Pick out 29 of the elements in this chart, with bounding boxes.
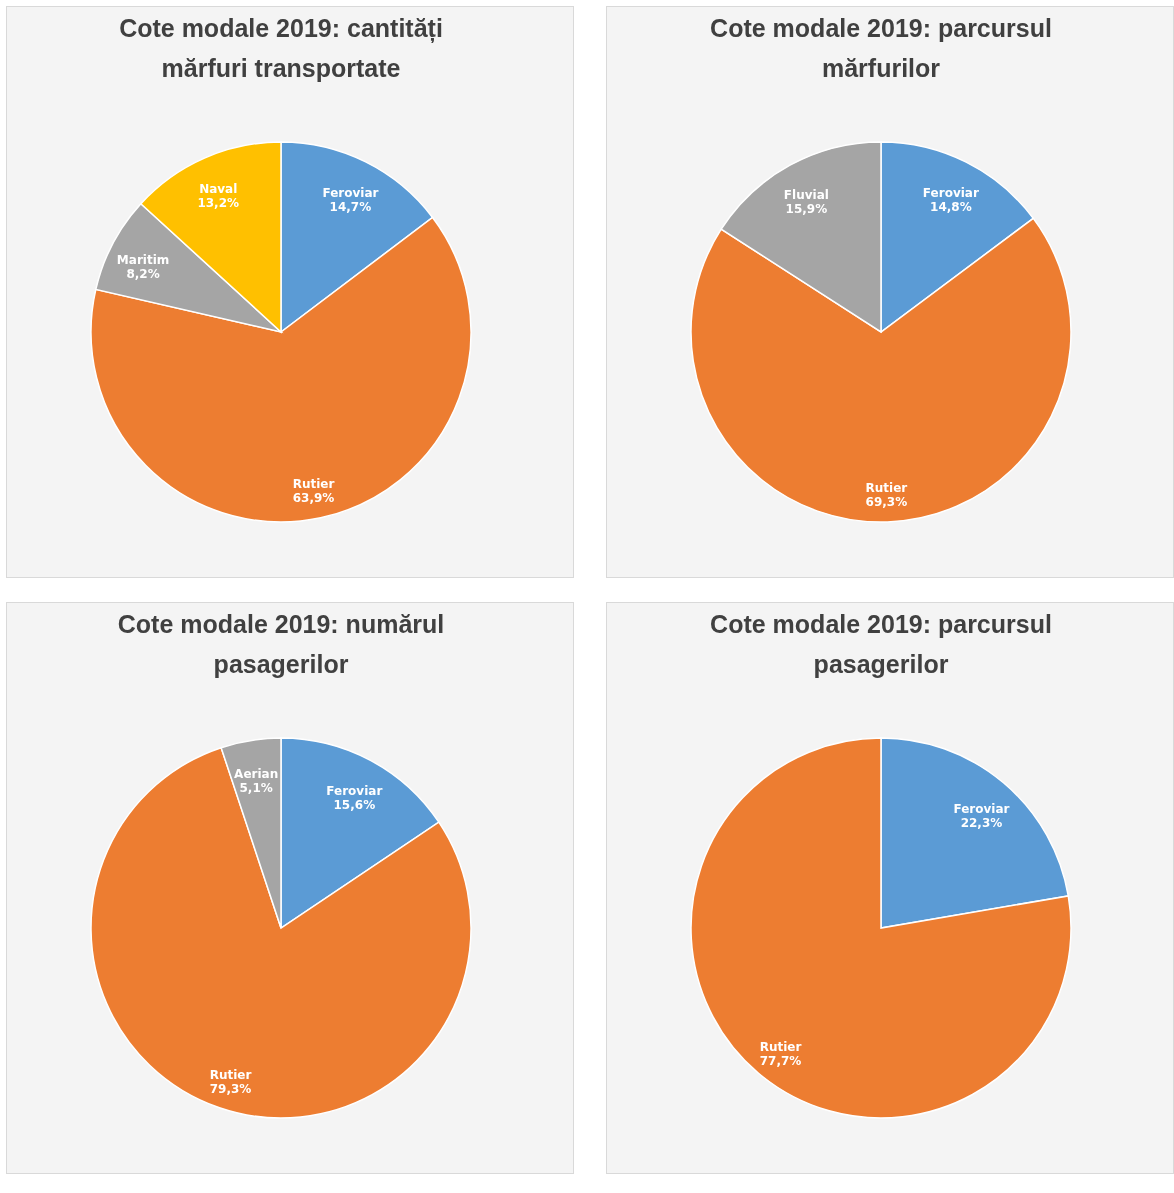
slice-label: Feroviar <box>326 783 383 798</box>
chart-title: Cote modale 2019: cantități mărfuri transportate <box>119 14 443 82</box>
data-label: 77,7% <box>759 1054 802 1069</box>
pie-slice <box>690 737 1072 1119</box>
chart-title: Cote modale 2019: parcursul pasagerilor <box>710 610 1052 678</box>
data-label: 63,9% <box>292 491 335 506</box>
chart-title: Cote modale 2019: numărul pasagerilor <box>117 610 445 678</box>
slice-label: Naval <box>199 182 238 197</box>
slice-label: Rutier <box>292 477 335 492</box>
data-label: 14,7% <box>329 199 372 214</box>
data-label: 15,6% <box>333 797 376 812</box>
data-label: 13,2% <box>197 196 240 211</box>
slice-label: Feroviar <box>322 185 379 200</box>
slice-label: Rutier <box>759 1040 802 1055</box>
data-label: 69,3% <box>865 494 908 509</box>
slice-label: Feroviar <box>953 801 1010 816</box>
data-label: 14,8% <box>930 199 972 214</box>
slice-label: Feroviar <box>922 185 979 200</box>
slice-label: Rutier <box>209 1068 252 1083</box>
slice-label: Aerian <box>234 767 279 782</box>
data-label: 8,2% <box>126 266 160 281</box>
data-label: 79,3% <box>209 1082 252 1097</box>
slice-label: Maritim <box>116 252 170 267</box>
data-label: 5,1% <box>239 781 273 796</box>
slice-label: Rutier <box>865 480 908 495</box>
slice-label: Fluvial <box>783 188 829 203</box>
data-label: 15,9% <box>785 202 828 217</box>
chart-title: Cote modale 2019: parcursul mărfurilor <box>710 14 1052 82</box>
data-label: 22,3% <box>960 815 1003 830</box>
